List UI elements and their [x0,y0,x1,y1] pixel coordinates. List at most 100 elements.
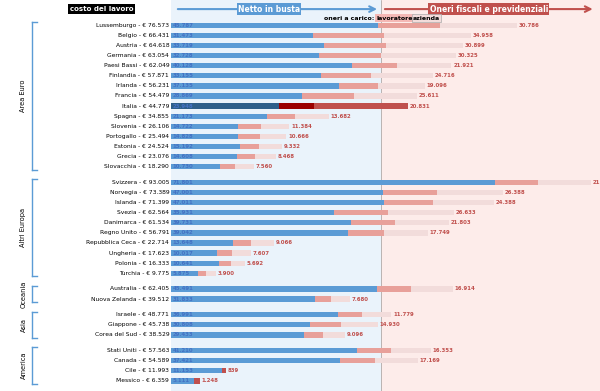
Text: 17.749: 17.749 [430,230,450,235]
Text: 7.560: 7.560 [256,164,273,169]
Bar [220,260,245,266]
Text: Regno Unito - € 56.791: Regno Unito - € 56.791 [100,230,169,235]
Text: 45.787: 45.787 [172,23,193,28]
Bar [172,251,217,256]
Text: 7.607: 7.607 [253,251,270,256]
Text: 35.931: 35.931 [172,210,193,215]
Text: 41.210: 41.210 [172,348,193,353]
Text: 9.332: 9.332 [284,144,301,149]
Bar [172,348,358,353]
Bar [172,260,220,266]
Text: 47.001: 47.001 [172,190,193,195]
Bar [172,190,383,195]
Text: Estonia - € 24.524: Estonia - € 24.524 [115,144,169,149]
Bar [198,271,206,276]
Text: Spagna - € 34.855: Spagna - € 34.855 [114,114,169,119]
Bar [172,0,381,391]
Text: 11.384: 11.384 [291,124,312,129]
Bar [233,240,251,246]
Bar [323,43,463,48]
Text: 13.648: 13.648 [172,240,193,246]
Text: Irlanda - € 56.231: Irlanda - € 56.231 [116,83,169,88]
Text: 32.728: 32.728 [172,53,193,58]
Text: Messico - € 6.359: Messico - € 6.359 [116,378,169,384]
Text: Area Euro: Area Euro [20,80,26,112]
Bar [172,230,347,235]
Bar [383,190,437,195]
Text: Belgio - € 66.431: Belgio - € 66.431 [118,33,169,38]
Bar [172,53,319,58]
Bar [172,296,315,302]
Text: 71.801: 71.801 [172,180,193,185]
Text: Finlandia - € 57.871: Finlandia - € 57.871 [109,73,169,78]
Text: lavoratore: lavoratore [376,16,413,21]
Bar [240,144,259,149]
Bar [377,286,453,292]
Text: 33.719: 33.719 [172,43,193,48]
Bar [172,286,377,292]
Text: 1.248: 1.248 [202,378,219,384]
Text: Nuova Zelanda - € 39.512: Nuova Zelanda - € 39.512 [91,296,169,301]
Text: 29.433: 29.433 [172,332,193,337]
Bar [340,358,418,363]
Bar [238,124,289,129]
Bar [302,93,417,99]
Bar [352,63,451,68]
Bar [194,378,200,384]
Text: Slovenia - € 26.106: Slovenia - € 26.106 [111,124,169,129]
Bar [314,104,407,109]
Text: 17.169: 17.169 [419,358,440,363]
Bar [347,230,428,235]
Text: 26.388: 26.388 [505,190,525,195]
Text: 21.921: 21.921 [453,63,473,68]
Text: 19.096: 19.096 [427,83,448,88]
Bar [217,251,232,256]
Text: 10.666: 10.666 [288,134,309,139]
Bar [217,251,251,256]
Bar [383,200,433,205]
Text: 7.680: 7.680 [352,296,368,301]
Bar [339,83,425,88]
Text: 10.017: 10.017 [172,251,193,256]
Bar [238,124,261,129]
Bar [496,180,591,185]
Text: 3.900: 3.900 [217,271,235,276]
Bar [172,23,378,28]
Text: 39.731: 39.731 [172,220,193,225]
Bar [222,368,226,373]
Text: 39.042: 39.042 [172,230,193,235]
Bar [280,104,314,109]
Text: azienda: azienda [413,16,440,21]
Text: Slovacchia - € 18.290: Slovacchia - € 18.290 [104,164,169,169]
Bar [496,180,538,185]
Text: Italia - € 44.779: Italia - € 44.779 [122,104,169,109]
Text: 28.869: 28.869 [172,93,193,99]
Bar [350,220,395,225]
Bar [238,154,275,159]
Text: Austria - € 64.618: Austria - € 64.618 [116,43,169,48]
Bar [172,144,240,149]
Text: 40.128: 40.128 [172,63,193,68]
Text: Norvegia - € 73.389: Norvegia - € 73.389 [110,190,169,195]
Text: Islanda - € 71.399: Islanda - € 71.399 [115,200,169,205]
Bar [172,93,302,99]
Text: 14.722: 14.722 [172,124,193,129]
Bar [319,53,380,58]
Bar [238,154,254,159]
Text: 21.204: 21.204 [593,180,600,185]
Bar [238,134,260,139]
Bar [310,322,378,327]
Text: 14.930: 14.930 [380,322,400,327]
Text: 5.111: 5.111 [172,378,190,384]
Text: Oneri fiscali e previdenziali: Oneri fiscali e previdenziali [430,5,548,14]
Bar [319,53,456,58]
Bar [172,180,496,185]
Text: Repubblica Ceca - € 22.714: Repubblica Ceca - € 22.714 [86,240,169,246]
Text: 45.491: 45.491 [172,287,193,291]
Bar [267,113,329,119]
Text: 14.828: 14.828 [172,134,193,139]
Text: Ungheria - € 17.623: Ungheria - € 17.623 [109,251,169,256]
Bar [304,332,345,337]
Bar [220,164,235,169]
Text: 9.096: 9.096 [347,332,364,337]
